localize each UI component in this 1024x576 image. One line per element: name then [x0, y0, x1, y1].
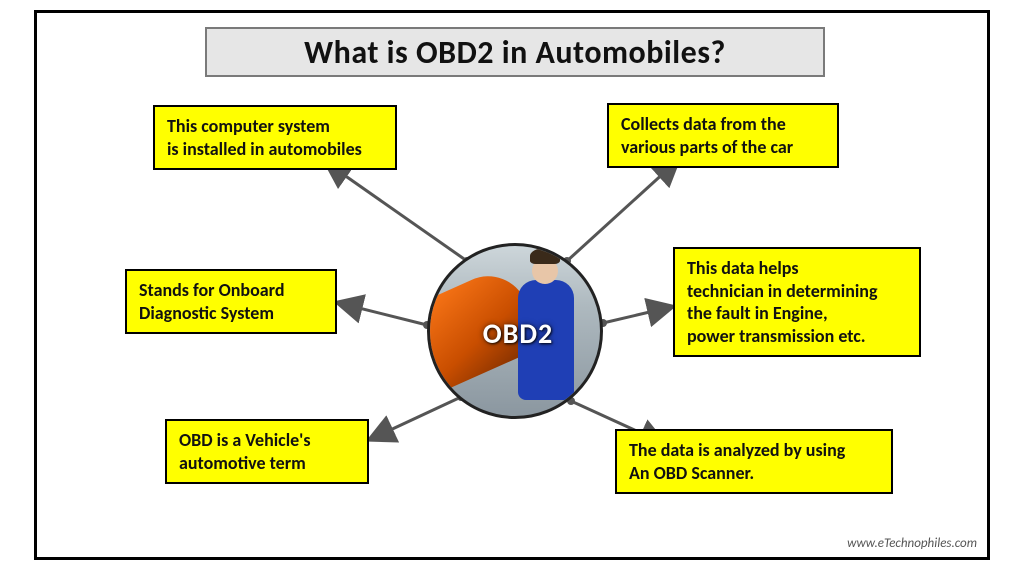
- note-scanner: The data is analyzed by using An OBD Sca…: [615, 429, 893, 494]
- center-label: OBD2: [430, 316, 603, 351]
- watermark: www.eTechnophiles.com: [847, 536, 977, 551]
- arrow-installed: [327, 163, 467, 261]
- arrow-term: [371, 397, 461, 439]
- note-stands: Stands for Onboard Diagnostic System: [125, 269, 337, 334]
- title-text: What is OBD2 in Automobiles?: [304, 33, 726, 72]
- note-term: OBD is a Vehicle's automotive term: [165, 419, 369, 484]
- title-box: What is OBD2 in Automobiles?: [205, 27, 825, 77]
- center-circle: OBD2: [427, 243, 603, 419]
- note-helps: This data helps technician in determinin…: [673, 247, 921, 357]
- arrow-helps: [603, 307, 671, 323]
- diagram-frame: What is OBD2 in Automobiles? OBD2 This c…: [34, 10, 990, 560]
- arrow-collects: [567, 161, 677, 261]
- note-installed: This computer system is installed in aut…: [153, 105, 397, 170]
- note-collects: Collects data from the various parts of …: [607, 103, 839, 168]
- arrow-stands: [339, 303, 427, 325]
